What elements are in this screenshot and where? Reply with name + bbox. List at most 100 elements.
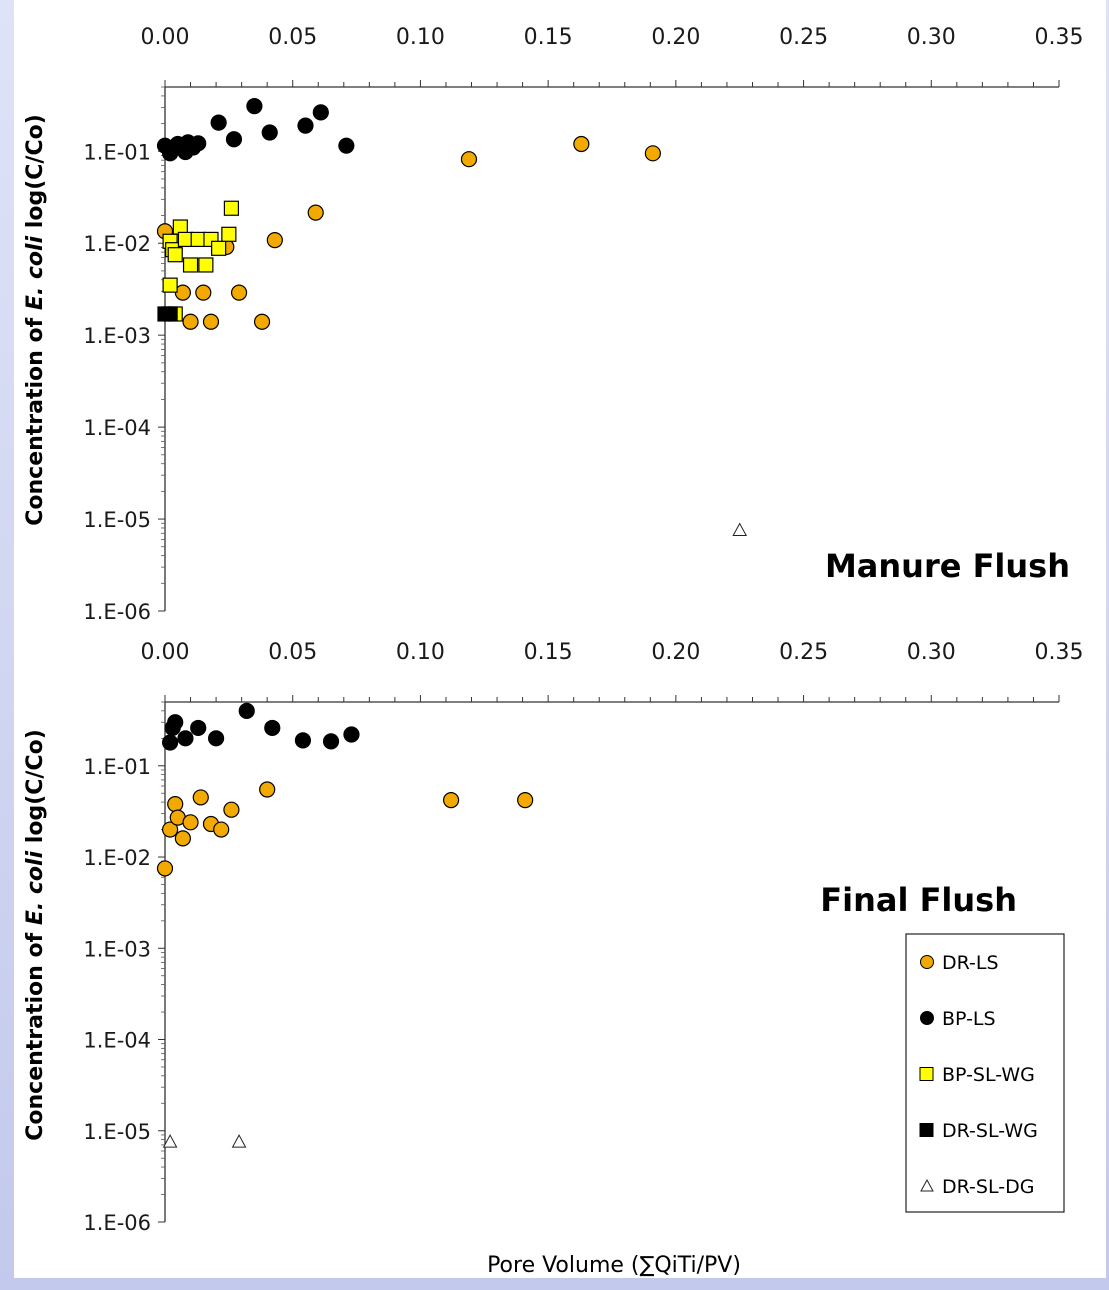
data-point bbox=[182, 257, 199, 273]
y-tick-label: 1.E-06 bbox=[83, 1211, 151, 1235]
y-tick-labels: 1.E-01 1.E-02 1.E-03 1.E-04 1.E-05 1.E-06 bbox=[83, 140, 151, 624]
y-axis-title-italic: E. coli bbox=[23, 235, 48, 310]
x-tick-label: 0.25 bbox=[779, 25, 828, 50]
y-tick-labels: 1.E-01 1.E-02 1.E-03 1.E-04 1.E-05 1.E-06 bbox=[83, 755, 151, 1235]
series-bp-ls bbox=[162, 702, 360, 751]
legend: DR-LS BP-LS BP-SL-WG DR-SL-WG DR-SL-DG bbox=[905, 933, 1065, 1213]
data-point bbox=[573, 135, 590, 153]
data-point bbox=[221, 226, 237, 242]
data-point bbox=[246, 97, 263, 115]
legend-label: DR-LS bbox=[942, 952, 999, 974]
x-tick-label: 0.35 bbox=[1035, 640, 1084, 665]
data-point bbox=[253, 313, 271, 330]
x-tick-labels: 0.00 0.05 0.10 0.15 0.20 0.25 0.30 0.35 bbox=[141, 640, 1084, 665]
data-point bbox=[195, 284, 212, 301]
y-tick-label: 1.E-05 bbox=[83, 508, 151, 532]
data-point bbox=[343, 726, 360, 743]
data-point bbox=[167, 796, 184, 813]
data-point bbox=[266, 232, 283, 249]
data-point bbox=[167, 247, 183, 263]
data-point bbox=[211, 240, 227, 256]
data-points bbox=[156, 702, 534, 1148]
x-tick-label: 0.00 bbox=[141, 640, 190, 665]
y-tick-label: 1.E-02 bbox=[83, 846, 151, 870]
data-point bbox=[223, 200, 240, 216]
x-tick-label: 0.10 bbox=[396, 25, 445, 50]
legend-item-dr-sl-dg: DR-SL-DG bbox=[920, 1176, 1034, 1198]
series-dr-sl-dg bbox=[162, 1134, 247, 1148]
data-point bbox=[294, 732, 312, 749]
data-point bbox=[202, 313, 220, 330]
series-dr-sl-dg bbox=[732, 522, 748, 537]
data-point bbox=[162, 1134, 178, 1148]
legend-marker bbox=[919, 1123, 934, 1137]
data-point bbox=[442, 792, 460, 809]
data-point bbox=[190, 719, 207, 737]
series-bp-ls bbox=[156, 97, 355, 162]
data-point bbox=[264, 719, 281, 737]
y-tick-label: 1.E-01 bbox=[83, 140, 151, 164]
data-point bbox=[230, 284, 248, 301]
data-point bbox=[223, 801, 240, 818]
data-point bbox=[261, 124, 278, 141]
y-tick-label: 1.E-04 bbox=[83, 1029, 151, 1053]
data-point bbox=[312, 104, 329, 121]
chart-manure-flush: 0.00 0.05 0.10 0.15 0.20 0.25 0.30 0.35 1.E-011… bbox=[23, 25, 1083, 624]
data-point bbox=[517, 792, 534, 809]
x-tick-labels: 0.00 0.05 0.10 0.15 0.20 0.25 0.30 0.35 bbox=[141, 25, 1084, 50]
data-point bbox=[259, 781, 276, 798]
data-point bbox=[338, 137, 355, 154]
legend-item-bp-ls: BP-LS bbox=[920, 1008, 996, 1030]
y-tick-label: 1.E-03 bbox=[83, 937, 151, 961]
data-point bbox=[182, 313, 199, 330]
legend-item-bp-sl-wg: BP-SL-WG bbox=[919, 1064, 1035, 1086]
series-dr-sl-wg bbox=[157, 306, 178, 322]
x-tick-label: 0.20 bbox=[651, 640, 700, 665]
data-point bbox=[162, 821, 179, 838]
data-point bbox=[177, 231, 194, 248]
data-point bbox=[192, 789, 209, 806]
legend-label: DR-SL-WG bbox=[942, 1120, 1038, 1142]
data-point bbox=[190, 135, 207, 152]
y-tick-label: 1.E-01 bbox=[83, 755, 151, 779]
legend-item-dr-ls: DR-LS bbox=[920, 952, 999, 974]
series-bp-sl-wg bbox=[162, 200, 240, 322]
y-axis-title: Concentration of E. coli log(C/Co) bbox=[23, 114, 48, 526]
data-point bbox=[213, 821, 230, 838]
data-point bbox=[198, 257, 214, 273]
y-axis-title-suffix: log(C/Co) bbox=[23, 114, 48, 236]
data-point bbox=[162, 734, 179, 751]
x-tick-label: 0.15 bbox=[524, 640, 573, 665]
x-tick-label: 0.20 bbox=[651, 25, 700, 50]
legend-marker bbox=[920, 1178, 934, 1192]
data-point bbox=[162, 277, 178, 293]
y-tick-label: 1.E-03 bbox=[83, 324, 151, 348]
y-axis-title-prefix: Concentration of bbox=[23, 310, 48, 526]
legend-marker bbox=[919, 1067, 934, 1081]
legend-label: BP-SL-WG bbox=[942, 1064, 1035, 1086]
data-point bbox=[644, 145, 661, 162]
x-axis-title: Pore Volume (∑QiTi/PV) bbox=[487, 1253, 741, 1278]
series-dr-ls bbox=[156, 781, 534, 877]
y-axis-title-prefix: Concentration of bbox=[23, 925, 48, 1141]
data-point bbox=[207, 730, 225, 747]
data-point bbox=[167, 714, 184, 731]
legend-marker bbox=[920, 955, 934, 969]
x-tick-label: 0.30 bbox=[907, 640, 956, 665]
x-tick-label: 0.30 bbox=[907, 25, 956, 50]
data-point bbox=[156, 860, 174, 877]
chart-title: Manure Flush bbox=[825, 547, 1070, 585]
data-point bbox=[162, 306, 178, 322]
x-tick-label: 0.10 bbox=[396, 640, 445, 665]
data-point bbox=[460, 151, 478, 168]
y-tick-label: 1.E-04 bbox=[83, 416, 151, 440]
y-tick-label: 1.E-06 bbox=[83, 600, 151, 624]
x-tick-label: 0.05 bbox=[268, 640, 317, 665]
x-tick-label: 0.00 bbox=[141, 25, 190, 50]
data-point bbox=[238, 702, 255, 719]
y-axis-title-suffix: log(C/Co) bbox=[23, 729, 48, 851]
x-tick-label: 0.15 bbox=[524, 25, 573, 50]
data-point bbox=[210, 114, 227, 131]
data-point bbox=[231, 1134, 247, 1148]
